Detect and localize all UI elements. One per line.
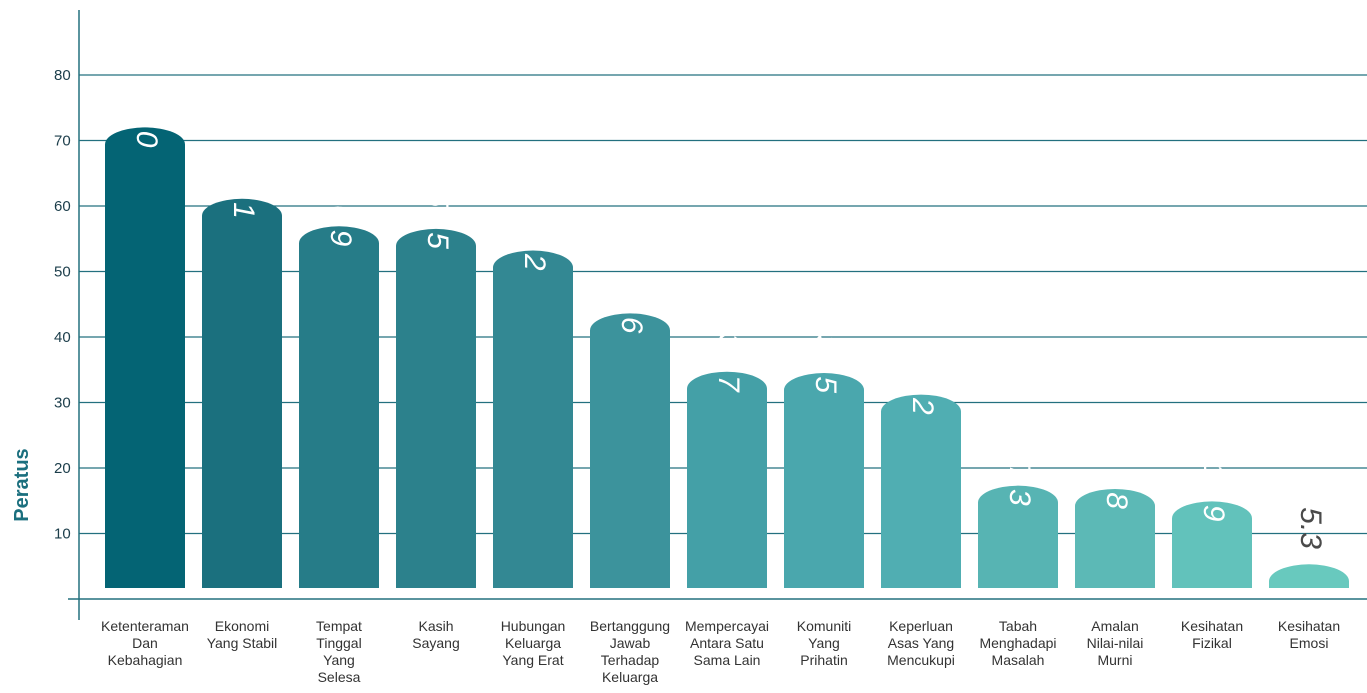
- value-label: 31.2: [906, 356, 939, 415]
- bar: [493, 250, 573, 588]
- category-label: Hubungan Keluarga Yang Erat: [501, 618, 566, 668]
- value-label: 16.8: [1100, 451, 1133, 510]
- y-tick-label: 80: [54, 67, 71, 84]
- value-labels: 72.0 61.1 56.9 56.5 53.2 43.6 34.7 34.5 31.2 17.3…: [130, 89, 1327, 549]
- y-tick-label: 20: [54, 460, 71, 477]
- category-label: Komuniti Yang Prihatin: [797, 618, 851, 668]
- bar: [881, 394, 961, 588]
- y-axis-label: Peratus: [11, 448, 33, 521]
- y-tick-label: 40: [54, 329, 71, 346]
- value-label: 5.3: [1294, 507, 1327, 549]
- value-label: 56.9: [324, 188, 357, 247]
- axes: [68, 10, 1367, 620]
- category-label: Mempercayai Antara Satu Sama Lain: [685, 618, 769, 668]
- category-label: Bertanggung Jawab Terhadap Keluarga: [590, 618, 670, 685]
- bar: [687, 371, 767, 588]
- bar: [784, 373, 864, 588]
- y-tick-label: 70: [54, 133, 71, 150]
- category-label: Tabah Menghadapi Masalah: [979, 618, 1056, 668]
- bar: [1075, 488, 1155, 588]
- value-label: 56.5: [421, 191, 454, 250]
- bar: [202, 198, 282, 589]
- value-label: 34.7: [712, 333, 745, 393]
- value-label: 34.5: [809, 335, 842, 394]
- value-label: 17.3: [1003, 447, 1036, 506]
- category-labels: Ketenteraman Dan Kebahagian Ekonomi Yang Sta…: [101, 618, 1340, 685]
- value-label: 43.6: [615, 275, 648, 334]
- bar: [105, 127, 185, 589]
- y-tick-label: 30: [54, 395, 71, 412]
- value-label: 61.1: [227, 160, 260, 218]
- y-tick-label: 50: [54, 264, 71, 281]
- bar: [590, 313, 670, 588]
- category-label: Ketenteraman Dan Kebahagian: [101, 618, 189, 668]
- category-label: Tempat Tinggal Yang Selesa: [316, 618, 362, 685]
- category-label: Keperluan Asas Yang Mencukupi: [887, 618, 955, 668]
- category-label: Ekonomi Yang Stabil: [207, 618, 278, 651]
- value-label: 72.0: [130, 89, 163, 148]
- y-tick-label: 60: [54, 198, 71, 215]
- category-label: Amalan Nilai-nilai Murni: [1087, 618, 1144, 668]
- category-label: Kasih Sayang: [412, 618, 459, 651]
- bar: [396, 228, 476, 589]
- bars: [105, 127, 1349, 589]
- bar: [978, 485, 1058, 588]
- y-tick-label: 10: [54, 526, 71, 543]
- category-label: Kesihatan Fizikal: [1181, 618, 1243, 651]
- y-tick-labels: 10 20 30 40 50 60 70 80: [54, 67, 71, 543]
- value-label: 14.9: [1197, 463, 1230, 522]
- bar: [1269, 564, 1349, 588]
- bar: [1172, 501, 1252, 588]
- bar: [299, 226, 379, 588]
- category-label: Kesihatan Emosi: [1278, 618, 1340, 651]
- value-label: 53.2: [518, 212, 551, 271]
